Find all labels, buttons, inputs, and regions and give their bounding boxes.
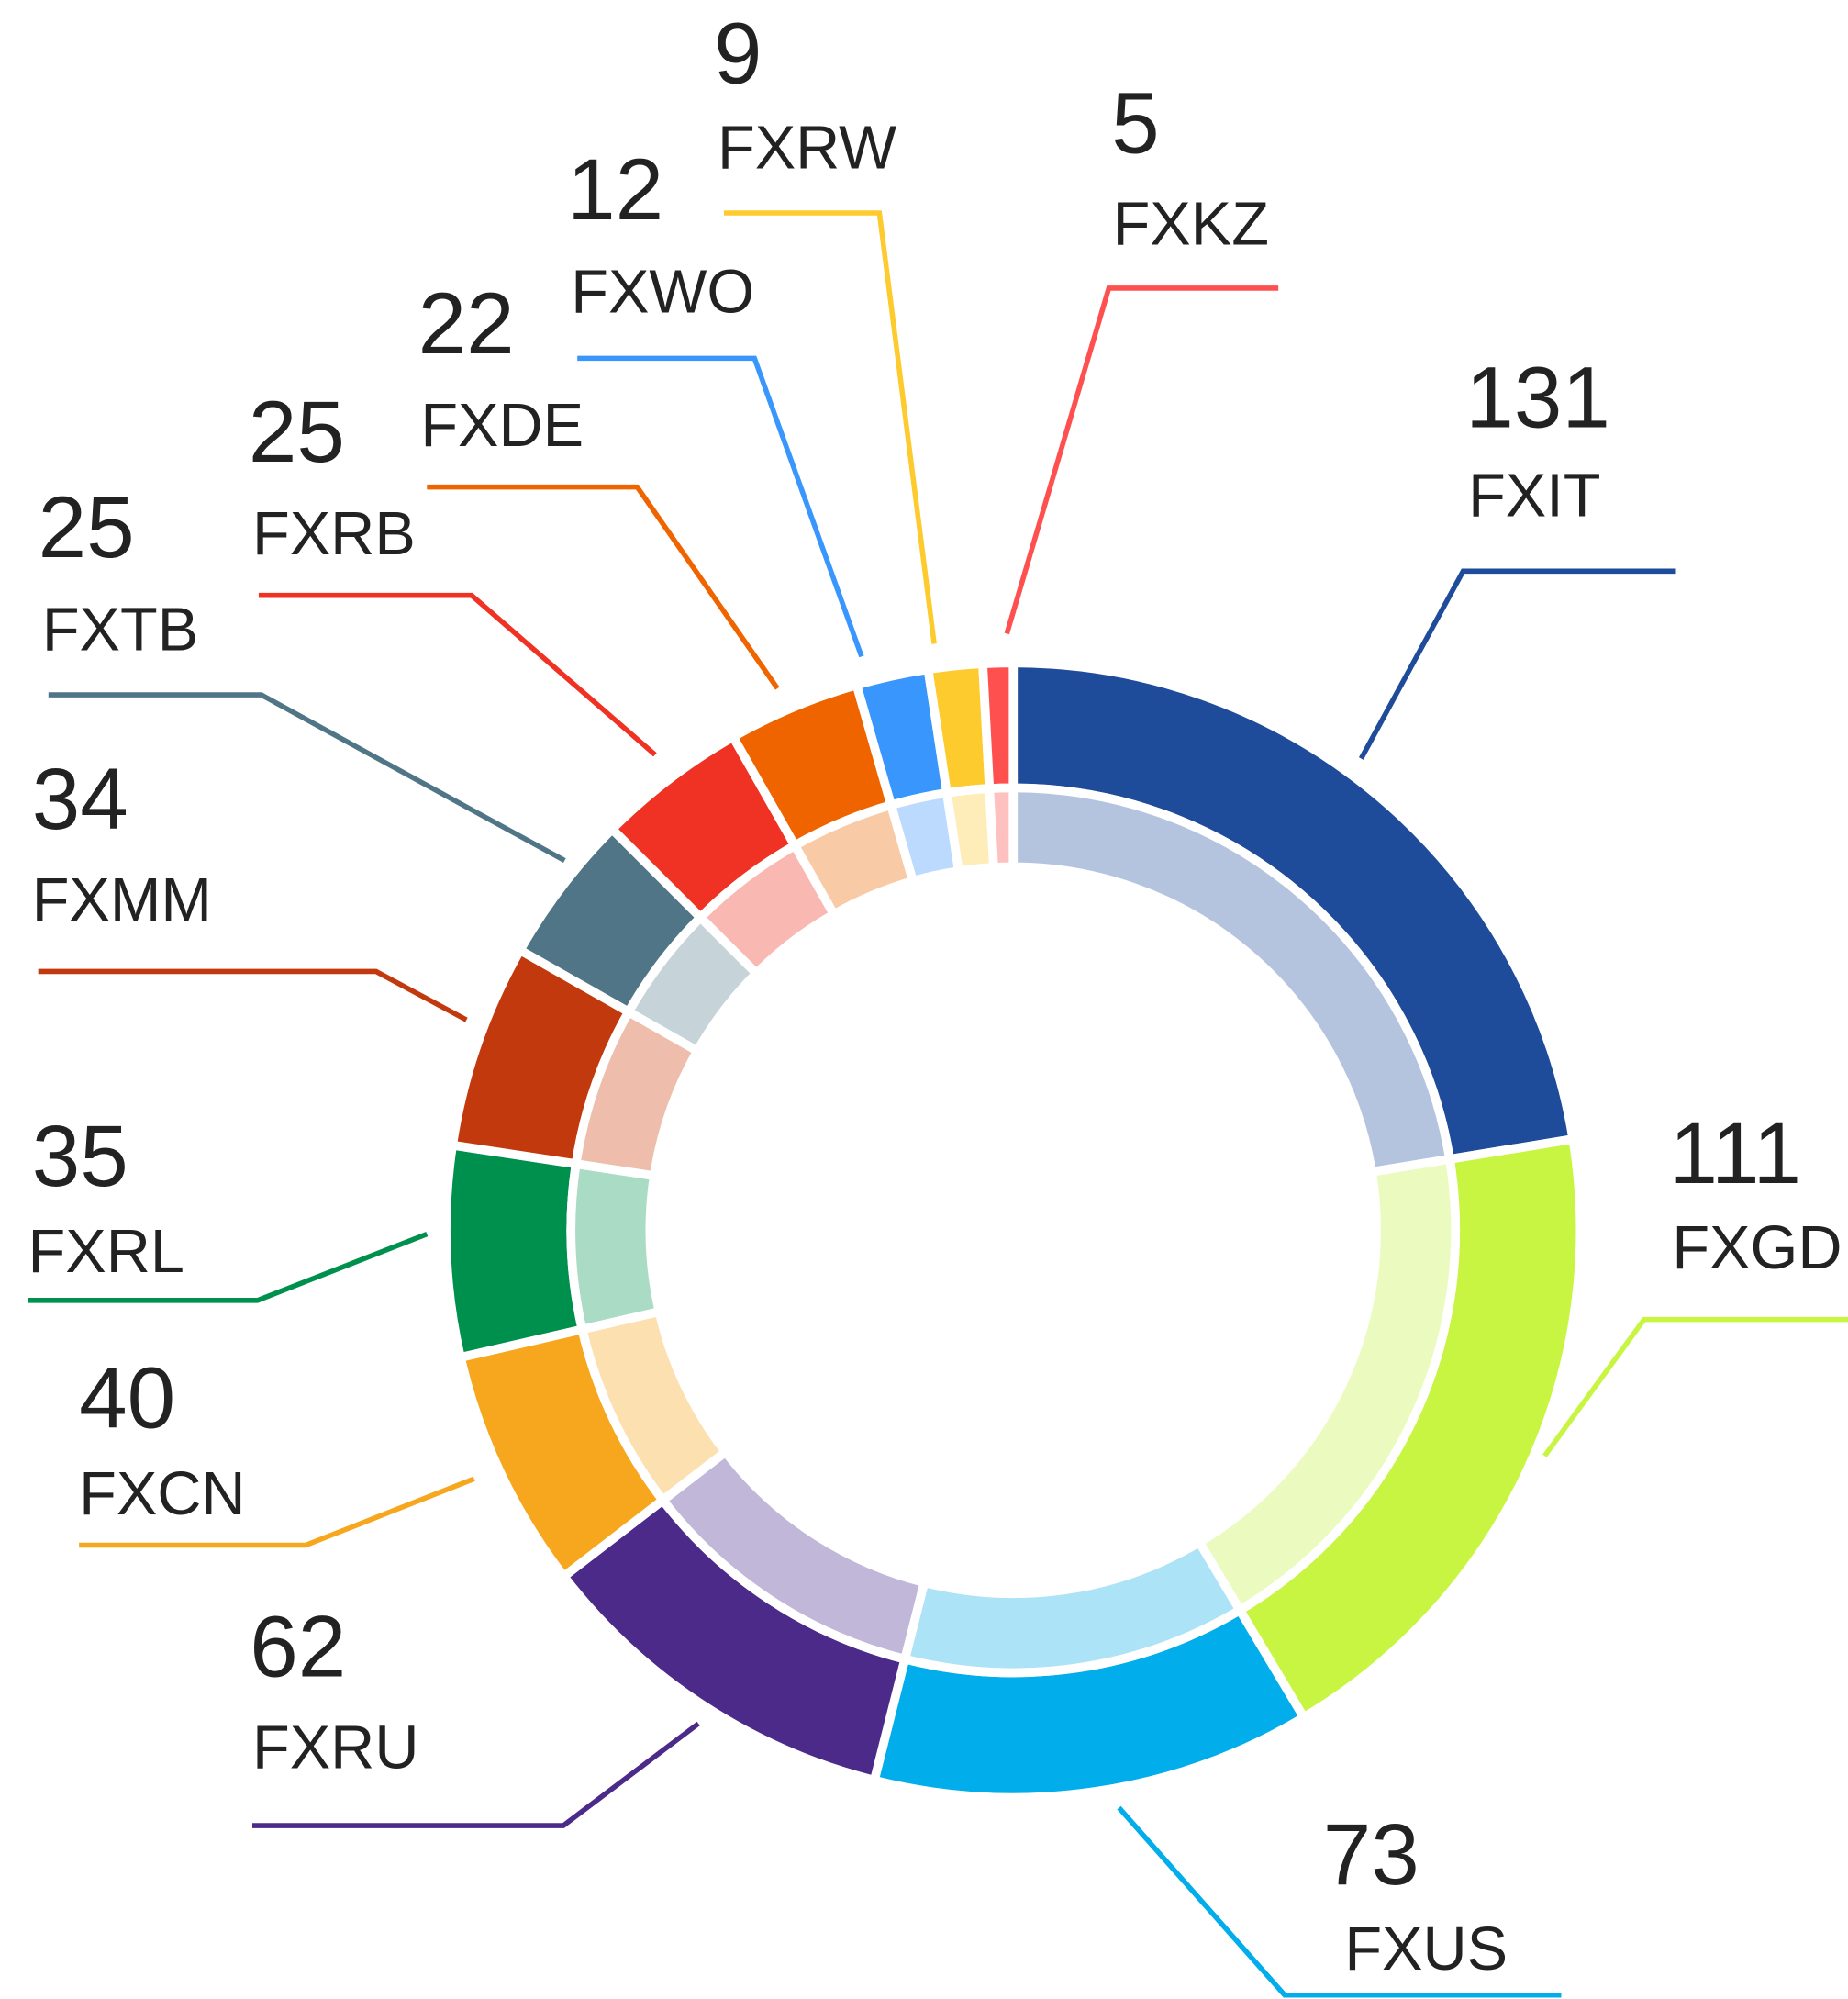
value-label: 131 bbox=[1465, 350, 1610, 446]
value-label: 111 bbox=[1670, 1106, 1802, 1202]
leader-line bbox=[258, 592, 657, 757]
leader-line bbox=[1004, 285, 1279, 635]
leader-line bbox=[252, 1721, 700, 1828]
category-label: FXUS bbox=[1344, 1915, 1508, 1983]
value-label: 35 bbox=[32, 1109, 128, 1205]
category-label: FXRW bbox=[718, 114, 896, 182]
category-label: FXIT bbox=[1468, 463, 1600, 530]
leader-line bbox=[427, 484, 780, 690]
category-label: FXRL bbox=[28, 1218, 184, 1286]
value-label: 62 bbox=[250, 1600, 346, 1696]
slice bbox=[977, 658, 1019, 794]
inner-slice bbox=[566, 1158, 665, 1335]
inner-slice bbox=[985, 783, 1019, 873]
category-label: FXKZ bbox=[1113, 191, 1269, 259]
leader-line bbox=[1542, 1316, 1848, 1457]
value-label: 9 bbox=[714, 6, 763, 102]
leader-line bbox=[1117, 1805, 1562, 1998]
category-label: FXCN bbox=[79, 1460, 245, 1528]
category-label: FXGD bbox=[1672, 1214, 1842, 1282]
category-label: FXDE bbox=[420, 392, 584, 460]
value-label: 40 bbox=[79, 1351, 175, 1447]
category-label: FXMM bbox=[32, 866, 212, 934]
value-label: 25 bbox=[39, 480, 135, 576]
value-label: 5 bbox=[1111, 76, 1160, 173]
slice bbox=[441, 1140, 588, 1363]
leader-line bbox=[723, 210, 937, 644]
value-label: 22 bbox=[418, 276, 515, 373]
leader-line bbox=[38, 968, 468, 1022]
leader-line bbox=[28, 1231, 429, 1303]
category-label: FXTB bbox=[42, 596, 198, 664]
value-label: 34 bbox=[32, 752, 128, 848]
value-label: 73 bbox=[1323, 1807, 1419, 1904]
leader-line bbox=[48, 692, 566, 864]
leader-line bbox=[577, 355, 864, 658]
leader-line bbox=[79, 1476, 475, 1548]
value-label: 12 bbox=[567, 142, 663, 239]
leader-line bbox=[1358, 568, 1676, 760]
category-label: FXWO bbox=[571, 258, 754, 326]
value-label: 25 bbox=[249, 385, 345, 481]
category-label: FXRU bbox=[252, 1714, 418, 1782]
category-label: FXRB bbox=[252, 500, 416, 568]
